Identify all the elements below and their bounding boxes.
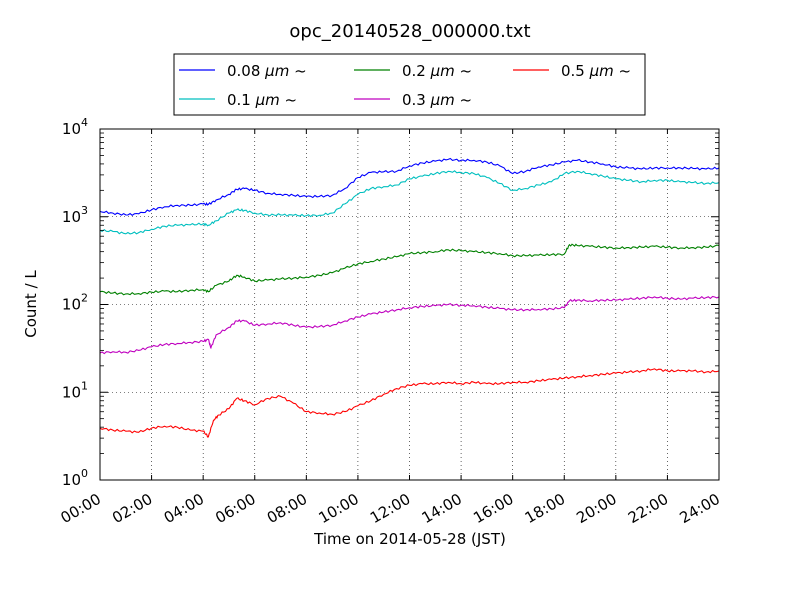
y-tick-exponent: 4 [81, 116, 88, 129]
legend-label: 0.5 μm ~ [561, 62, 631, 80]
x-axis-label: Time on 2014-05-28 (JST) [313, 530, 506, 548]
y-tick-exponent: 0 [81, 467, 88, 480]
axis-ticks [99, 128, 720, 481]
series-line [99, 170, 720, 235]
y-tick-exponent: 3 [81, 204, 88, 217]
legend-unit: μm ~ [264, 62, 307, 80]
series-line [99, 368, 720, 438]
y-tick-exponent: 1 [81, 379, 88, 392]
series-line [99, 243, 720, 296]
y-axis-label: Count / L [22, 270, 40, 338]
legend-unit: μm ~ [430, 62, 473, 80]
chart-title: opc_20140528_000000.txt [289, 21, 530, 42]
data-series-group [99, 157, 720, 438]
legend-label: 0.3 μm ~ [402, 91, 472, 109]
legend: 0.08 μm ~ 0.1 μm ~ 0.2 μm ~ 0.3 μm ~ 0.5 μm … [173, 53, 646, 116]
legend-label: 0.08 μm ~ [227, 62, 307, 80]
legend-label: 0.1 μm ~ [227, 91, 297, 109]
legend-label: 0.2 μm ~ [402, 62, 472, 80]
series-line [99, 295, 720, 355]
legend-unit: μm ~ [430, 91, 473, 109]
legend-unit: μm ~ [255, 91, 298, 109]
series-line [99, 157, 720, 216]
grid-lines [100, 129, 719, 480]
legend-box [173, 53, 646, 116]
legend-unit: μm ~ [589, 62, 632, 80]
y-tick-exponent: 2 [81, 292, 88, 305]
